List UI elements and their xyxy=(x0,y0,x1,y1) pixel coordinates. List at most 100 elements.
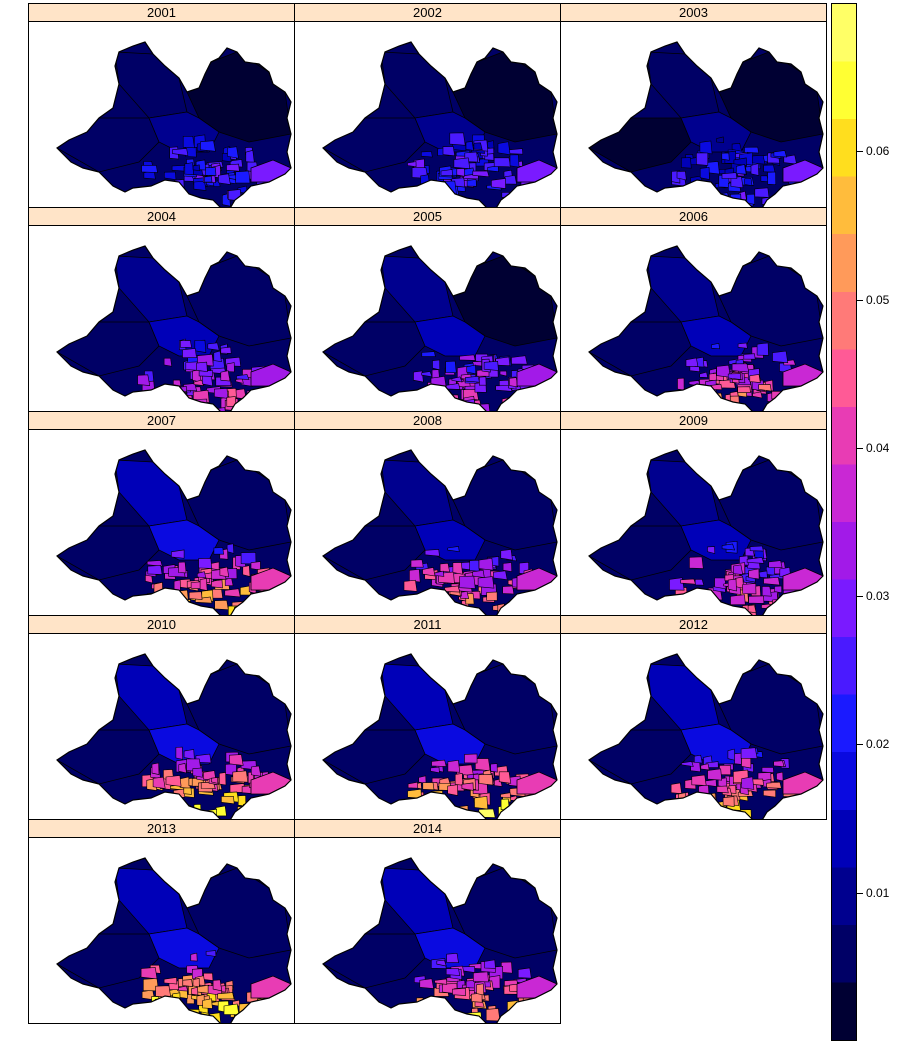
district-small xyxy=(472,170,490,178)
district-small xyxy=(182,979,193,987)
district-small xyxy=(146,560,163,567)
region-outline xyxy=(56,857,292,1023)
district-small xyxy=(749,374,761,383)
district-small xyxy=(193,403,208,409)
region-map-2004 xyxy=(56,245,292,411)
district-small xyxy=(504,174,517,185)
district-small xyxy=(731,142,743,152)
district-small xyxy=(219,772,227,786)
region-outline xyxy=(322,245,558,411)
district-small xyxy=(772,807,788,814)
district-small xyxy=(226,362,235,373)
region-map-2007 xyxy=(56,449,292,615)
district-small xyxy=(217,407,226,411)
district-small xyxy=(727,748,736,761)
district-small xyxy=(410,559,424,568)
district-small xyxy=(198,370,213,377)
district-small xyxy=(192,978,200,988)
district-small xyxy=(212,979,223,992)
district-small xyxy=(237,806,252,814)
district-small xyxy=(184,162,195,176)
district-small xyxy=(681,157,692,169)
district-small xyxy=(434,570,445,577)
district-small xyxy=(215,805,227,817)
district-small xyxy=(218,173,231,185)
district-small xyxy=(180,340,192,348)
district-small xyxy=(422,567,436,577)
district-small xyxy=(714,577,727,590)
district-small xyxy=(430,766,440,774)
district-small xyxy=(451,376,463,383)
district-small xyxy=(693,808,702,815)
district-small xyxy=(740,747,758,759)
district-small xyxy=(141,165,158,173)
district-small xyxy=(227,146,239,159)
district-small xyxy=(722,796,735,807)
region-map-2008 xyxy=(322,449,558,615)
panel-title-2004: 2004 xyxy=(29,208,294,226)
district-small xyxy=(413,370,424,383)
district-small xyxy=(182,136,195,149)
district-small xyxy=(147,188,161,195)
district-small xyxy=(183,787,192,795)
district-small xyxy=(196,361,208,373)
district-small xyxy=(721,172,738,179)
district-small xyxy=(689,556,704,569)
region-map-2002 xyxy=(322,41,558,207)
district-small xyxy=(699,140,713,155)
legend-tick-label: 0.05 xyxy=(866,292,890,307)
district-small xyxy=(245,804,255,813)
district-small xyxy=(677,377,685,391)
district-small xyxy=(197,571,207,579)
district-small xyxy=(484,959,496,969)
district-small xyxy=(460,591,470,599)
district-small xyxy=(721,543,736,551)
legend-tick-label: 0.03 xyxy=(866,589,890,604)
district-small xyxy=(446,952,459,964)
district-3 xyxy=(680,111,752,153)
district-small xyxy=(191,986,199,996)
district-small xyxy=(746,557,765,564)
district-small xyxy=(478,808,496,818)
district-small xyxy=(707,768,723,781)
district-small xyxy=(164,171,177,181)
district-small xyxy=(509,154,520,168)
district-small xyxy=(696,152,709,166)
district-small xyxy=(449,132,466,146)
district-small xyxy=(517,967,532,979)
district-small xyxy=(694,578,705,586)
district-small xyxy=(420,191,431,200)
district-small xyxy=(193,379,205,386)
map-panel-2003: 2003 xyxy=(560,3,827,208)
district-small xyxy=(173,379,182,387)
district-small xyxy=(746,193,756,205)
district-small xyxy=(750,163,760,176)
district-small xyxy=(182,194,195,202)
district-small xyxy=(744,146,760,154)
district-small xyxy=(681,761,694,767)
district-small xyxy=(452,987,466,996)
district-small xyxy=(776,771,784,782)
district-small xyxy=(205,950,217,957)
district-small xyxy=(469,559,480,572)
district-small xyxy=(409,568,421,583)
district-small xyxy=(182,348,197,358)
district-small xyxy=(192,1016,202,1023)
district-small xyxy=(705,187,719,197)
region-map-2006 xyxy=(588,245,824,411)
district-small xyxy=(680,578,696,585)
district-small xyxy=(201,1014,213,1023)
district-small xyxy=(429,805,443,818)
district-small xyxy=(447,546,460,553)
district-small xyxy=(140,967,158,980)
region-map-2013 xyxy=(56,857,292,1023)
region-map-2014 xyxy=(322,857,558,1023)
district-small xyxy=(752,154,766,165)
district-small xyxy=(192,164,201,172)
district-small xyxy=(224,588,241,598)
district-small xyxy=(217,992,235,1000)
district-small xyxy=(749,545,764,552)
district-small xyxy=(716,136,725,143)
region-map-2005 xyxy=(322,245,558,411)
